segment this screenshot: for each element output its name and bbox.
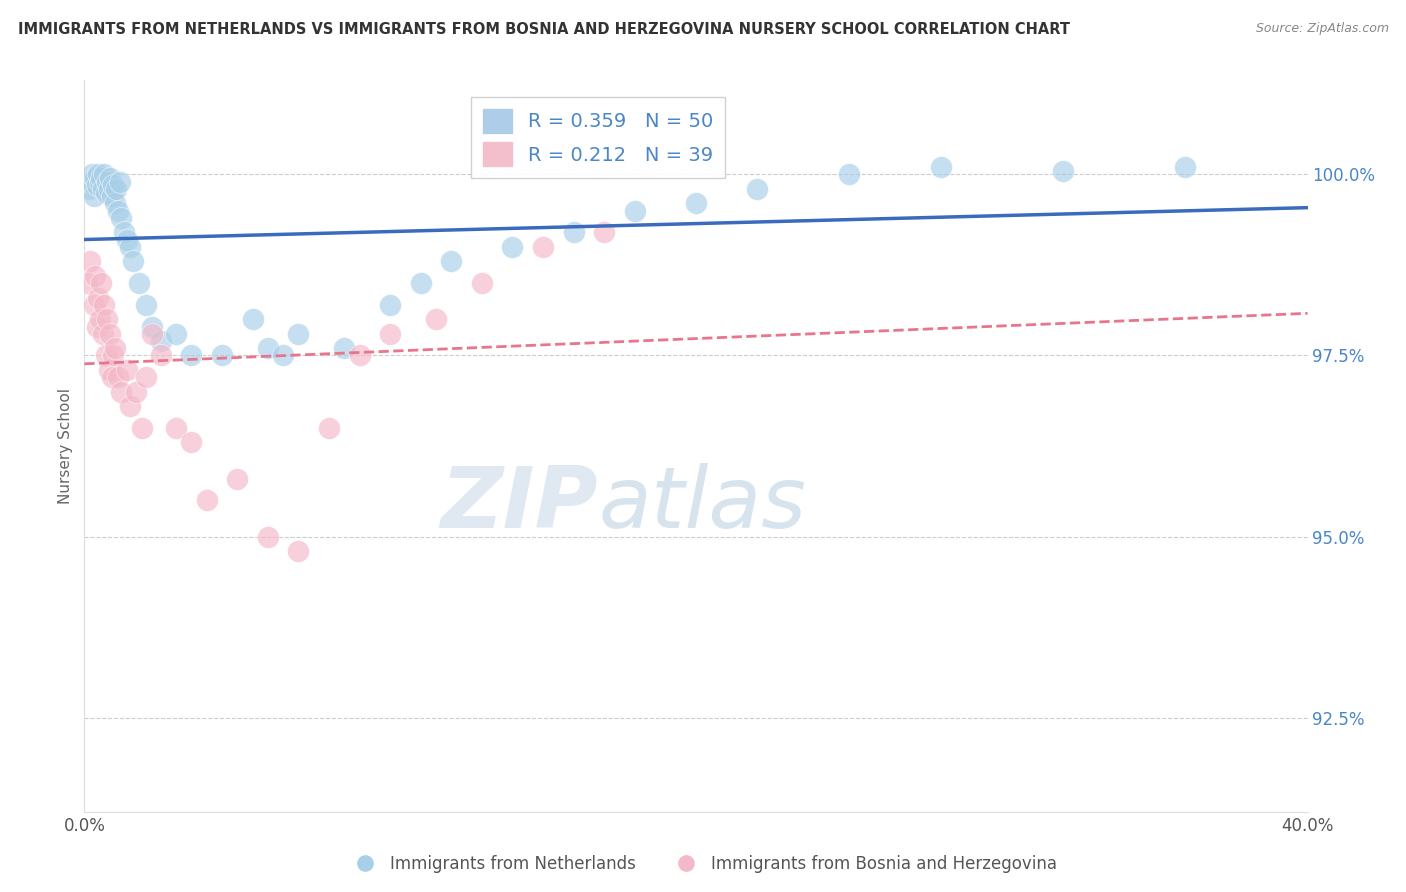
Point [103,178,125,193]
Point [1052,163,1074,178]
Point [79,254,101,268]
Point [87,291,110,305]
Point [97,363,120,377]
Point [110,384,132,399]
Point [101,370,124,384]
Point [149,349,172,363]
Point [180,435,202,450]
Point [502,240,524,254]
Point [104,196,127,211]
Point [112,225,135,239]
Point [97,182,120,196]
Point [76,276,98,290]
Point [226,472,249,486]
Point [94,186,117,200]
Point [380,298,402,312]
Point [271,349,294,363]
Point [89,312,111,326]
Point [195,493,218,508]
Point [104,341,127,355]
Point [929,160,952,174]
Point [380,326,402,341]
Point [90,171,112,186]
Point [108,175,131,189]
Point [115,233,138,247]
Text: Source: ZipAtlas.com: Source: ZipAtlas.com [1256,22,1389,36]
Point [149,334,172,348]
Point [318,421,340,435]
Point [96,175,118,189]
Point [122,254,145,268]
Point [593,225,616,239]
Point [93,168,115,182]
Legend: R = 0.359   N = 50, R = 0.212   N = 39: R = 0.359 N = 50, R = 0.212 N = 39 [471,97,724,178]
Point [287,326,309,341]
Point [425,312,447,326]
Point [93,298,115,312]
Point [120,240,142,254]
Point [79,175,101,189]
Point [471,276,494,290]
Point [96,312,118,326]
Point [91,326,114,341]
Point [120,399,142,413]
Point [107,203,129,218]
Point [107,370,129,384]
Point [257,341,280,355]
Point [83,189,105,203]
Point [624,203,647,218]
Point [287,544,309,558]
Point [141,326,163,341]
Point [103,349,125,363]
Point [86,319,108,334]
Point [84,268,107,283]
Point [84,171,107,186]
Point [80,168,103,182]
Point [87,168,110,182]
Point [105,182,128,196]
Point [86,178,108,193]
Point [101,189,124,203]
Point [165,421,187,435]
Point [333,341,356,355]
Point [838,168,860,182]
Point [91,182,114,196]
Text: atlas: atlas [598,463,806,546]
Point [115,363,138,377]
Point [257,529,280,543]
Point [135,370,157,384]
Point [90,276,112,290]
Point [1174,160,1197,174]
Point [128,276,150,290]
Point [89,175,111,189]
Y-axis label: Nursery School: Nursery School [58,388,73,504]
Point [562,225,585,239]
Text: IMMIGRANTS FROM NETHERLANDS VS IMMIGRANTS FROM BOSNIA AND HERZEGOVINA NURSERY SC: IMMIGRANTS FROM NETHERLANDS VS IMMIGRANT… [18,22,1070,37]
Point [747,182,769,196]
Point [135,298,157,312]
Point [685,196,707,211]
Legend: Immigrants from Netherlands, Immigrants from Bosnia and Herzegovina: Immigrants from Netherlands, Immigrants … [342,848,1064,880]
Point [110,211,132,225]
Point [94,349,117,363]
Point [141,319,163,334]
Point [409,276,432,290]
Point [211,349,233,363]
Point [98,171,121,186]
Point [349,349,371,363]
Point [98,326,121,341]
Point [83,298,105,312]
Point [440,254,463,268]
Point [531,240,554,254]
Point [131,421,153,435]
Text: ZIP: ZIP [440,463,598,546]
Point [242,312,264,326]
Point [180,349,202,363]
Point [125,384,148,399]
Point [165,326,187,341]
Point [77,182,100,196]
